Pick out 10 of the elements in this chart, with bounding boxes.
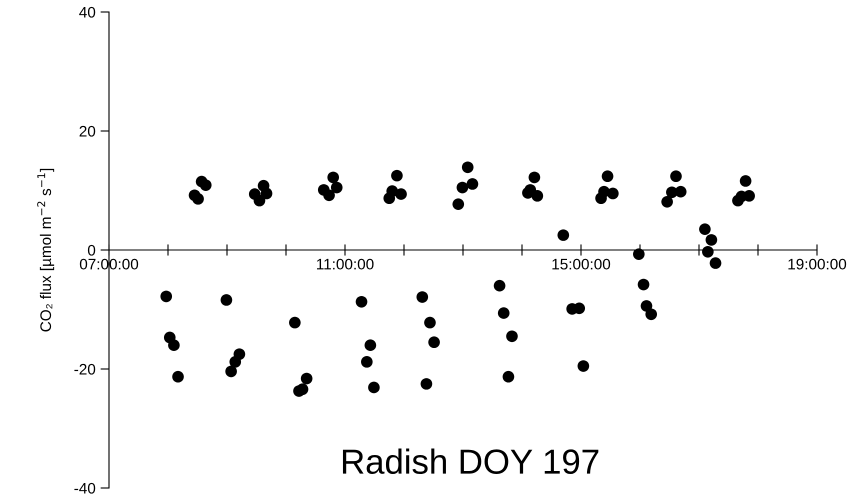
y-axis-title: CO₂ flux [µmol m$^{−2}$ s$^{−1}$] bbox=[37, 168, 54, 332]
y-tick-label: 40 bbox=[79, 6, 96, 18]
x-tick-label: 19:00:00 bbox=[788, 258, 846, 270]
x-tick-label: 15:00:00 bbox=[552, 258, 610, 270]
y-tick-label: 20 bbox=[80, 126, 96, 137]
y-tick-label: -20 bbox=[74, 364, 96, 375]
x-tick-label: 11:00:00 bbox=[316, 258, 374, 270]
y-tick-label: 0 bbox=[88, 244, 96, 256]
text: Radish DOY 197 bbox=[342, 448, 598, 474]
y-tick-label: -40 bbox=[74, 482, 96, 494]
